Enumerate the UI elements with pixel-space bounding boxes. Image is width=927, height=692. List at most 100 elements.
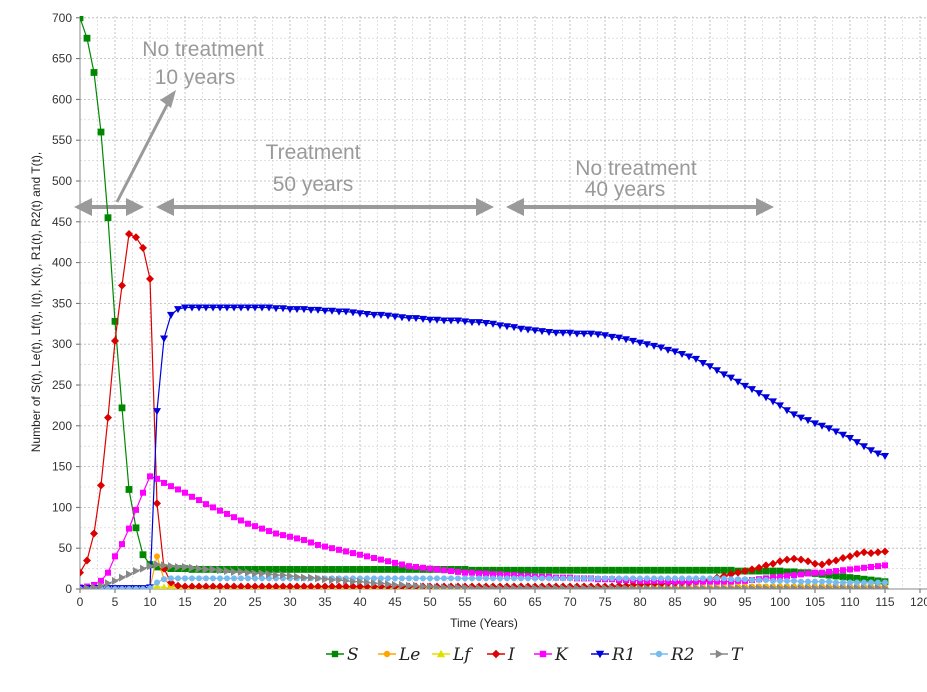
data-point-t [315,574,322,583]
x-tick-label: 30 [283,595,297,609]
data-point-i [223,582,231,589]
data-point-t [357,577,364,586]
data-point-r2 [777,577,783,584]
data-point-r2 [735,576,741,583]
data-point-lf [160,583,168,589]
data-point-s [671,566,679,574]
data-point-r1 [356,310,364,318]
data-point-s [391,566,399,573]
data-point-s [706,566,714,574]
data-point-i [307,582,315,589]
data-point-i [839,553,847,562]
data-point-s [307,566,315,573]
data-point-s [265,566,273,573]
data-point-t [413,581,420,589]
data-point-t [364,578,371,587]
data-point-i [125,230,133,239]
data-point-s [713,566,721,574]
data-point-k [441,567,447,574]
data-point-s [538,566,546,574]
data-point-r1 [566,329,574,337]
data-point-i [370,582,378,589]
data-point-r2 [427,575,433,582]
data-point-k [805,570,811,577]
data-point-r2 [518,575,524,582]
data-point-k [420,564,426,571]
data-point-r2 [455,575,461,582]
data-point-r2 [602,575,608,582]
data-point-r1 [643,341,651,349]
legend-label: K [554,645,569,665]
data-point-s [664,566,672,574]
data-point-i [356,582,364,589]
legend-label: S [347,645,359,665]
data-point-r1 [230,304,238,312]
data-point-t [469,584,476,589]
legend-label: I [507,645,515,665]
data-point-i [237,582,245,589]
data-point-k [182,489,188,496]
data-point-r1 [195,304,203,312]
data-point-t [259,569,266,578]
data-point-r2 [147,585,153,589]
data-point-k [497,571,503,578]
data-point-t [798,584,805,589]
data-point-r2 [742,576,748,583]
data-point-k [154,475,160,482]
data-point-t [91,583,98,589]
data-point-r2 [539,575,545,582]
data-point-r1 [433,316,441,324]
plot-area [80,16,927,589]
data-point-r2 [721,575,727,582]
data-point-t [560,584,567,589]
data-point-s [762,567,770,575]
data-point-i [811,559,819,568]
data-point-k [868,563,874,570]
data-point-i [776,557,784,566]
data-point-r2 [756,577,762,584]
legend-item-r1: R1 [591,645,636,665]
legend-label: R1 [611,645,636,665]
data-point-s [132,524,140,532]
data-point-r2 [672,575,678,582]
data-point-k [707,578,713,585]
data-point-r1 [258,304,266,312]
data-point-k [777,573,783,580]
data-point-i [139,243,147,252]
x-tick-label: 5 [112,595,119,609]
data-point-r1 [552,329,560,337]
legend-marker [715,649,724,659]
data-point-k [245,520,251,527]
data-point-r1 [314,306,322,314]
data-point-s [720,566,728,574]
data-point-t [504,584,511,589]
data-point-s [566,566,574,574]
data-point-k [329,545,335,552]
data-point-t [203,565,210,574]
data-point-t [182,562,189,571]
data-point-t [679,584,686,589]
data-point-k [427,565,433,572]
data-point-r1 [391,313,399,321]
data-point-i [209,582,217,589]
data-point-i [272,582,280,589]
legend-marker [595,650,605,659]
data-point-r1 [216,304,224,312]
arrow-head [126,198,144,216]
data-point-s [251,566,259,573]
data-point-r1 [188,304,196,312]
data-point-s [97,128,105,136]
data-point-i [230,582,238,589]
data-point-k [399,561,405,568]
data-point-k [301,537,307,544]
data-point-t [105,579,112,588]
x-tick-label: 100 [770,595,790,609]
data-point-i [783,555,791,564]
data-point-t [80,586,84,589]
data-point-r2 [812,578,818,585]
data-point-t [714,584,721,589]
data-point-s [237,566,245,573]
data-point-s [769,567,777,575]
data-point-t [805,584,812,589]
data-point-s [545,566,553,574]
